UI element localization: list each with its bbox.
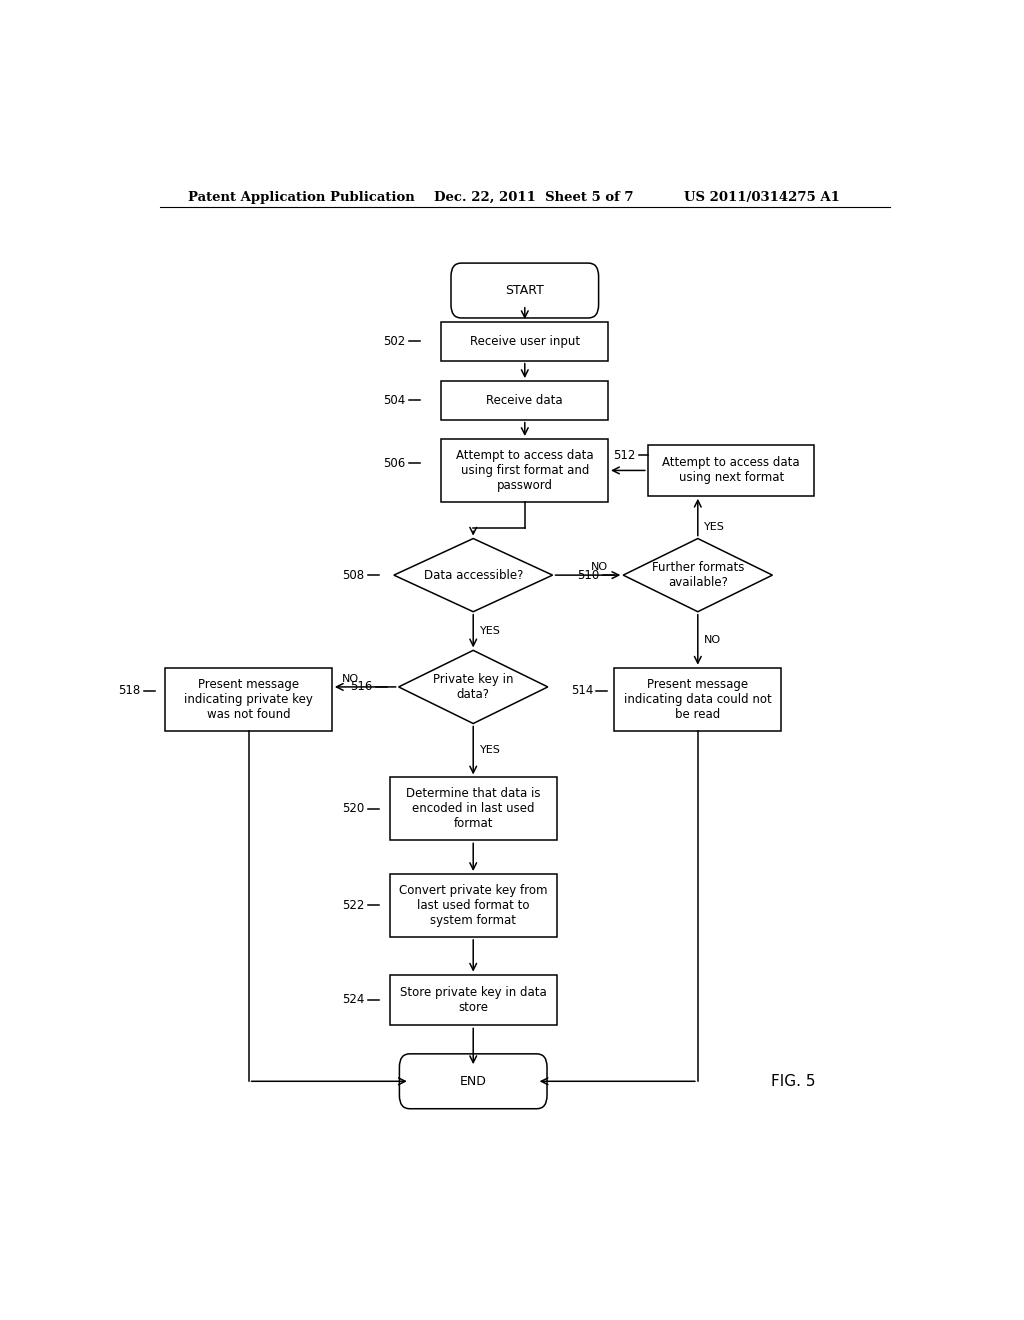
Text: FIG. 5: FIG. 5 (771, 1073, 815, 1089)
Text: Determine that data is
encoded in last used
format: Determine that data is encoded in last u… (406, 788, 541, 830)
Text: NO: NO (591, 562, 608, 572)
Text: YES: YES (705, 523, 725, 532)
Text: Present message
indicating data could not
be read: Present message indicating data could no… (624, 677, 772, 721)
FancyBboxPatch shape (451, 263, 599, 318)
Text: 508: 508 (342, 569, 365, 582)
Text: Present message
indicating private key
was not found: Present message indicating private key w… (184, 677, 313, 721)
Text: Attempt to access data
using next format: Attempt to access data using next format (663, 457, 800, 484)
FancyBboxPatch shape (399, 1053, 547, 1109)
FancyBboxPatch shape (390, 777, 557, 841)
Text: Receive user input: Receive user input (470, 335, 580, 348)
Text: END: END (460, 1074, 486, 1088)
FancyBboxPatch shape (614, 668, 781, 731)
Text: NO: NO (342, 673, 359, 684)
Text: 514: 514 (570, 685, 593, 697)
Text: YES: YES (479, 746, 501, 755)
FancyBboxPatch shape (648, 445, 814, 496)
Text: NO: NO (705, 635, 721, 644)
FancyBboxPatch shape (441, 322, 608, 360)
Text: START: START (506, 284, 544, 297)
Text: 502: 502 (384, 335, 406, 348)
Text: 516: 516 (350, 680, 373, 693)
Text: 522: 522 (342, 899, 365, 912)
Text: Further formats
available?: Further formats available? (651, 561, 744, 589)
Text: 520: 520 (342, 803, 365, 816)
Text: 506: 506 (384, 457, 406, 470)
Polygon shape (624, 539, 772, 611)
Text: Attempt to access data
using first format and
password: Attempt to access data using first forma… (456, 449, 594, 492)
Text: Data accessible?: Data accessible? (424, 569, 523, 582)
FancyBboxPatch shape (390, 974, 557, 1026)
Text: Convert private key from
last used format to
system format: Convert private key from last used forma… (399, 884, 548, 927)
Text: 524: 524 (342, 994, 365, 1006)
FancyBboxPatch shape (441, 440, 608, 502)
Text: 510: 510 (578, 569, 599, 582)
Text: 512: 512 (613, 449, 636, 462)
Text: 518: 518 (119, 685, 140, 697)
Text: Dec. 22, 2011  Sheet 5 of 7: Dec. 22, 2011 Sheet 5 of 7 (433, 190, 633, 203)
Text: Patent Application Publication: Patent Application Publication (187, 190, 415, 203)
Text: 504: 504 (384, 393, 406, 407)
Text: Private key in
data?: Private key in data? (433, 673, 513, 701)
FancyBboxPatch shape (165, 668, 332, 731)
Text: YES: YES (479, 626, 501, 636)
Polygon shape (394, 539, 553, 611)
Text: Store private key in data
store: Store private key in data store (399, 986, 547, 1014)
FancyBboxPatch shape (441, 381, 608, 420)
FancyBboxPatch shape (390, 874, 557, 937)
Polygon shape (398, 651, 548, 723)
Text: Receive data: Receive data (486, 393, 563, 407)
Text: US 2011/0314275 A1: US 2011/0314275 A1 (684, 190, 840, 203)
